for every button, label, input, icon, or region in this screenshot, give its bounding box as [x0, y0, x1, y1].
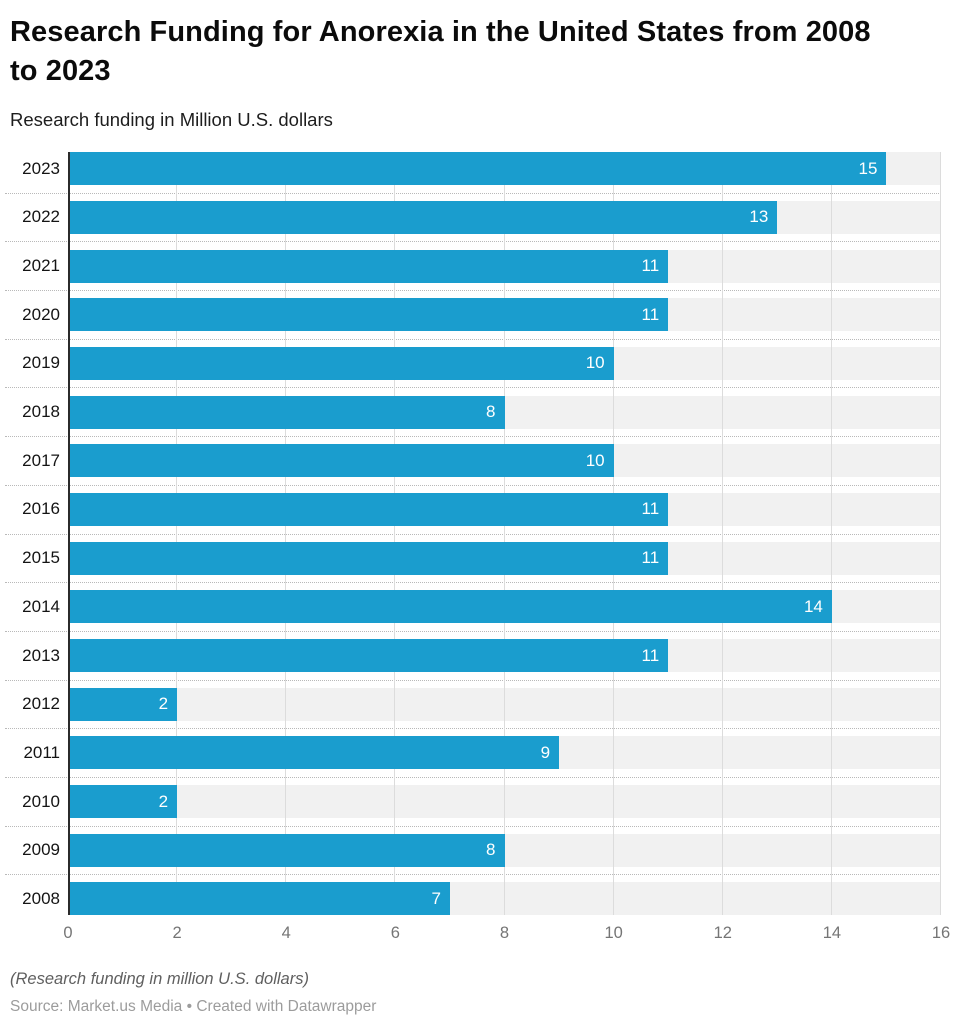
plot-area: 2023 15 2022 13 2021 11 2020 11 2019 10 2018 8 2017 1…	[5, 152, 941, 916]
bar: 13	[68, 200, 778, 234]
bar: 9	[68, 736, 560, 770]
bar-row: 2017 10	[5, 444, 941, 486]
source-line: Source: Market.us Media • Created with D…	[10, 998, 377, 1016]
chart-title: Research Funding for Anorexia in the Uni…	[10, 16, 871, 87]
bar: 11	[68, 249, 669, 283]
x-axis-tick-label: 4	[281, 924, 291, 943]
bar: 2	[68, 687, 178, 721]
bar-rows: 2023 15 2022 13 2021 11 2020 11 2019 10 2018 8 2017 1…	[5, 152, 941, 916]
bar: 11	[68, 541, 669, 575]
x-axis-tick-label: 10	[604, 924, 623, 943]
bar-value-label: 11	[641, 548, 660, 568]
bar-track: 10	[68, 346, 941, 380]
x-axis-tick-label: 8	[499, 924, 510, 943]
x-axis-tick-label: 0	[63, 924, 73, 943]
bar-value-label: 14	[803, 596, 823, 616]
x-axis-tick-label: 12	[713, 924, 732, 943]
bar-track: 10	[68, 444, 941, 478]
y-axis-label: 2014	[22, 596, 60, 616]
bar-value-label: 8	[486, 402, 496, 422]
bar-row: 2012 2	[5, 687, 941, 730]
x-axis-tick-label: 6	[390, 924, 400, 943]
bar-track: 11	[68, 249, 941, 283]
bar-row: 2023 15	[5, 152, 941, 194]
bar-track: 11	[68, 541, 941, 575]
bar-row: 2016 11	[5, 492, 941, 535]
y-axis-label: 2009	[22, 840, 60, 860]
y-axis-label: 2017	[22, 450, 60, 470]
bar-value-label: 8	[486, 840, 496, 860]
y-axis-label: 2015	[22, 548, 60, 568]
y-axis-label: 2010	[22, 791, 60, 811]
bar-row: 2013 11	[5, 639, 941, 681]
bar-track: 11	[68, 639, 941, 672]
bar-row: 2020 11	[5, 298, 941, 340]
bar-track: 8	[68, 833, 941, 867]
bar-row: 2009 8	[5, 833, 941, 876]
bar-value-label: 10	[585, 353, 605, 373]
bar-value-label: 15	[858, 158, 878, 178]
bar: 11	[68, 492, 669, 526]
chart-subtitle: Research funding in Million U.S. dollars	[10, 109, 333, 131]
y-axis-label: 2018	[22, 402, 60, 422]
y-axis-label: 2021	[22, 256, 60, 275]
bar-track: 2	[68, 785, 941, 819]
x-axis-tick-label: 16	[931, 924, 951, 943]
x-axis-tick-label: 2	[172, 924, 182, 943]
bar-track: 11	[68, 298, 941, 332]
footnote: (Research funding in million U.S. dollar…	[10, 970, 309, 989]
bar: 2	[68, 785, 178, 819]
bar-row: 2014 14	[5, 590, 941, 632]
bar-track: 7	[68, 882, 941, 916]
y-axis-label: 2012	[22, 694, 60, 714]
bar-value-label: 11	[641, 499, 660, 519]
bar-row: 2021 11	[5, 249, 941, 292]
bar-track: 9	[68, 736, 941, 770]
y-axis-label: 2011	[23, 742, 60, 762]
bar-chart: 2023 15 2022 13 2021 11 2020 11 2019 10 2018 8 2017 1…	[5, 152, 950, 948]
bar-row: 2018 8	[5, 395, 941, 438]
chart-footer: (Research funding in million U.S. dollar…	[10, 970, 941, 1016]
bar: 10	[68, 444, 614, 478]
bar-row: 2010 2	[5, 785, 941, 827]
bar-value-label: 2	[158, 791, 169, 811]
bar-track: 2	[68, 687, 941, 721]
bar: 8	[68, 395, 505, 429]
bar-row: 2022 13	[5, 200, 941, 243]
bar-track: 11	[68, 492, 941, 526]
bar: 10	[68, 346, 614, 380]
bar-track: 15	[68, 152, 941, 186]
bar-value-label: 11	[641, 304, 660, 324]
bar-track: 14	[68, 590, 941, 624]
bar-row: 2015 11	[5, 541, 941, 584]
x-axis-tick-label: 14	[822, 924, 842, 943]
bar: 11	[68, 639, 669, 672]
bar-row: 2019 10	[5, 346, 941, 389]
bar: 11	[68, 298, 669, 332]
bar: 14	[68, 590, 832, 624]
y-axis-label: 2013	[22, 645, 60, 665]
x-axis: 0 2 4 6 8 10 12 14 16	[63, 924, 950, 948]
bar-value-label: 9	[540, 742, 551, 762]
bar-value-label: 7	[431, 888, 441, 908]
bar-value-label: 2	[158, 694, 169, 714]
y-axis-label: 2016	[22, 499, 60, 519]
bar-value-label: 13	[749, 207, 769, 227]
bar: 7	[68, 882, 450, 916]
y-axis-label: 2019	[22, 353, 60, 373]
bar-track: 13	[68, 200, 941, 234]
y-axis-label: 2020	[22, 304, 60, 324]
y-axis-label: 2008	[22, 888, 60, 908]
bar: 8	[68, 833, 505, 867]
y-axis-label: 2023	[22, 158, 60, 178]
bar-value-label: 10	[585, 450, 605, 470]
bar-track: 8	[68, 395, 941, 429]
bar-value-label: 11	[641, 645, 660, 665]
bar-row: 2011 9	[5, 736, 941, 778]
bar: 15	[68, 152, 887, 186]
y-axis-label: 2022	[22, 207, 60, 227]
bar-value-label: 11	[641, 256, 660, 275]
bar-row: 2008 7	[10, 882, 941, 916]
